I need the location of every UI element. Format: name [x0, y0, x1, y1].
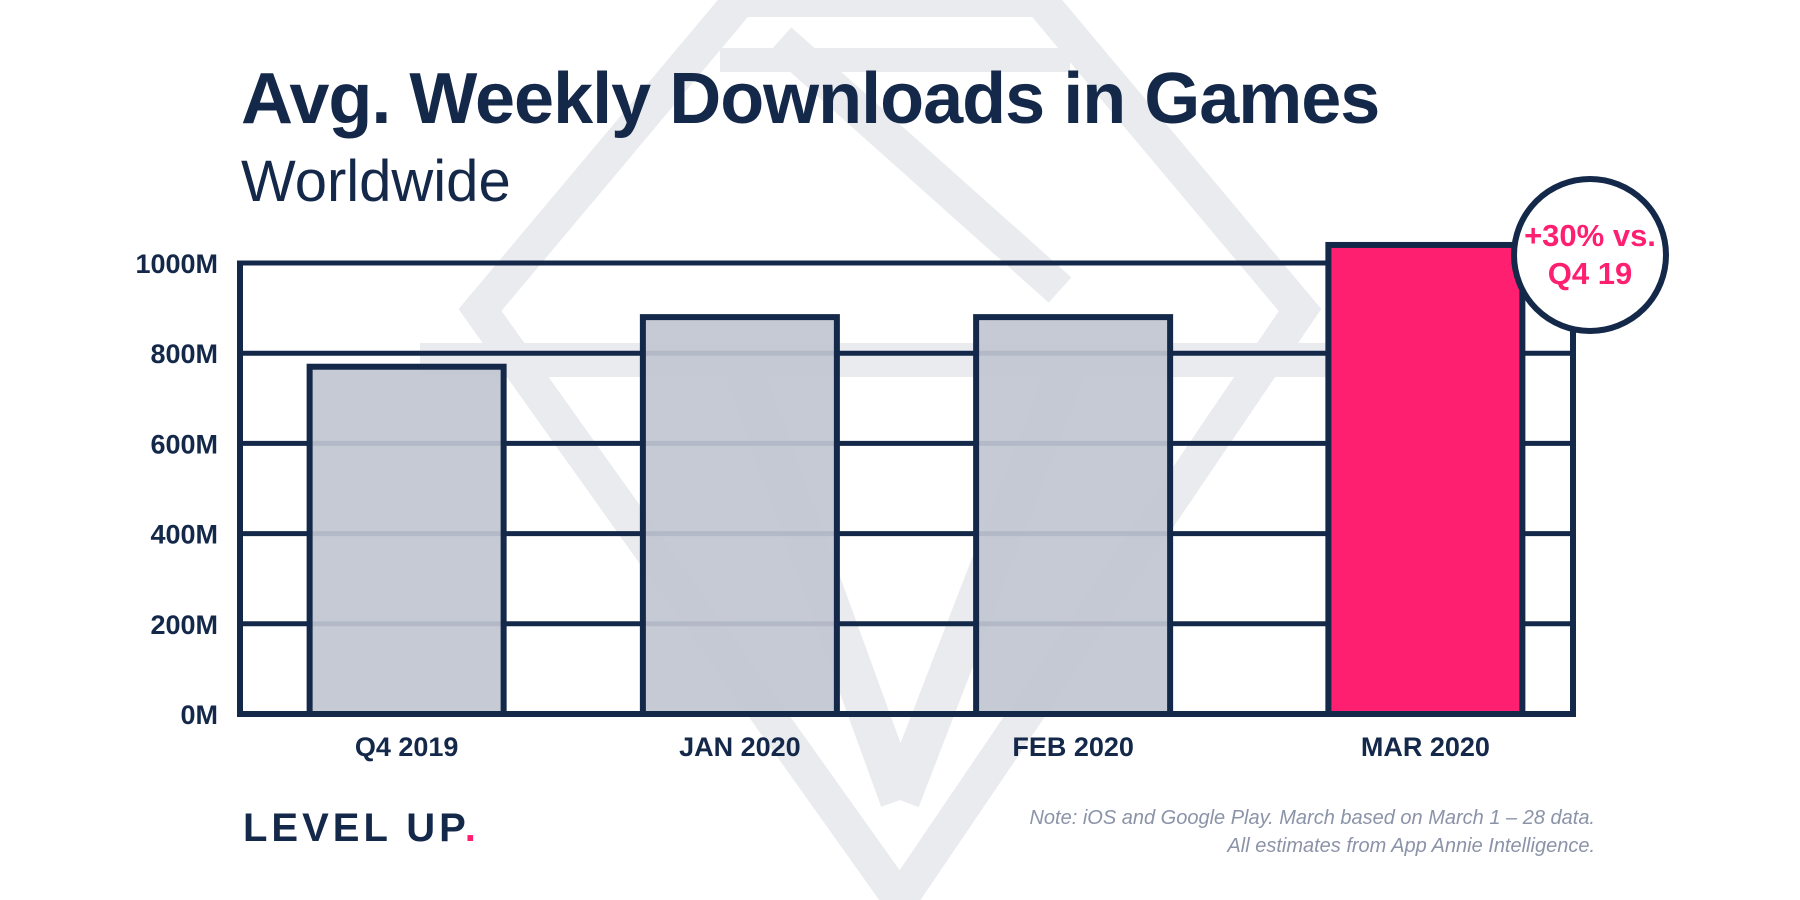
y-tick-label-0: 0M	[180, 700, 218, 730]
level-up-logo: LEVEL UP.	[243, 806, 480, 851]
chart-subtitle: Worldwide	[241, 149, 511, 214]
y-axis-tick-labels: 0M 200M 400M 600M 800M 1000M	[135, 249, 218, 730]
callout-line-1: +30% vs.	[1524, 218, 1656, 253]
y-tick-label-5: 1000M	[135, 249, 218, 279]
note-line-2: All estimates from App Annie Intelligenc…	[1227, 835, 1595, 857]
x-tick-label-2: FEB 2020	[1012, 732, 1134, 762]
callout-line-2: Q4 19	[1547, 256, 1633, 291]
bar-q4-2019	[306, 363, 507, 717]
y-tick-label-4: 800M	[150, 339, 218, 369]
x-tick-label-3: MAR 2020	[1361, 732, 1490, 762]
logo-dot: .	[464, 806, 480, 850]
bar-jan-2020	[639, 314, 840, 717]
bar-mar-2020	[1325, 241, 1526, 718]
axes	[237, 260, 1576, 717]
growth-callout-badge: +30% vs. Q4 19	[1511, 176, 1669, 334]
chart-title: Avg. Weekly Downloads in Games	[241, 59, 1380, 139]
y-tick-label-2: 400M	[150, 520, 218, 550]
note-line-1: Note: iOS and Google Play. March based o…	[1029, 807, 1595, 829]
y-tick-label-3: 600M	[150, 429, 218, 459]
source-note: Note: iOS and Google Play. March based o…	[1029, 804, 1595, 860]
x-tick-label-0: Q4 2019	[355, 732, 459, 762]
x-axis-tick-labels: Q4 2019 JAN 2020 FEB 2020 MAR 2020	[355, 732, 1490, 762]
x-tick-label-1: JAN 2020	[679, 732, 801, 762]
logo-text: LEVEL UP	[243, 806, 465, 850]
bars	[306, 241, 1526, 718]
bar-feb-2020	[973, 314, 1174, 717]
y-tick-label-1: 200M	[150, 610, 218, 640]
